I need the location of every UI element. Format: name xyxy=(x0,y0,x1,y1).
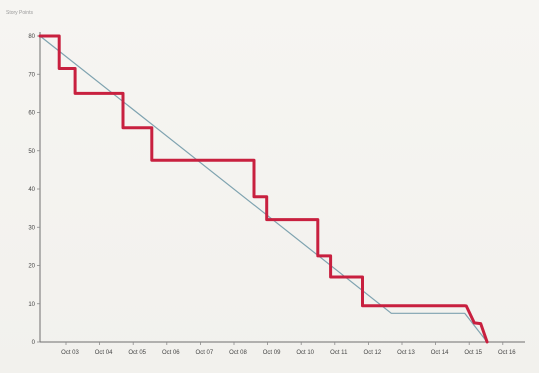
x-tick-label: Oct 11 xyxy=(330,350,348,356)
x-tick-label: Oct 09 xyxy=(263,350,281,356)
y-tick-label: 30 xyxy=(28,225,35,231)
series xyxy=(38,34,489,344)
axes xyxy=(37,32,525,345)
x-tick-label: Oct 04 xyxy=(95,350,113,356)
x-tick-label: Oct 05 xyxy=(128,350,146,356)
actual-burndown-line xyxy=(38,34,489,344)
x-tick-label: Oct 15 xyxy=(464,350,482,356)
y-tick-label: 50 xyxy=(28,149,35,155)
y-tick-label: 70 xyxy=(28,72,35,78)
y-tick-label: 60 xyxy=(28,111,35,117)
x-tick-label: Oct 16 xyxy=(498,350,516,356)
ideal-burndown-line xyxy=(39,35,488,343)
x-tick-label: Oct 08 xyxy=(229,350,247,356)
tick-labels: Story Points 0 10 20 30 40 50 60 70 80 Oct 03 Oct 0… xyxy=(6,10,516,356)
x-tick-label: Oct 07 xyxy=(196,350,214,356)
x-tick-label: Oct 03 xyxy=(61,350,79,356)
y-tick-label: 0 xyxy=(32,340,36,346)
x-tick-label: Oct 12 xyxy=(364,350,382,356)
y-axis-title: Story Points xyxy=(6,10,33,16)
x-tick-label: Oct 10 xyxy=(296,350,314,356)
y-tick-label: 10 xyxy=(28,302,35,308)
y-tick-label: 20 xyxy=(28,264,35,270)
y-tick-label: 40 xyxy=(28,187,35,193)
x-tick-label: Oct 14 xyxy=(431,350,449,356)
x-tick-label: Oct 13 xyxy=(397,350,415,356)
y-tick-label: 80 xyxy=(28,34,35,40)
x-tick-label: Oct 06 xyxy=(162,350,180,356)
